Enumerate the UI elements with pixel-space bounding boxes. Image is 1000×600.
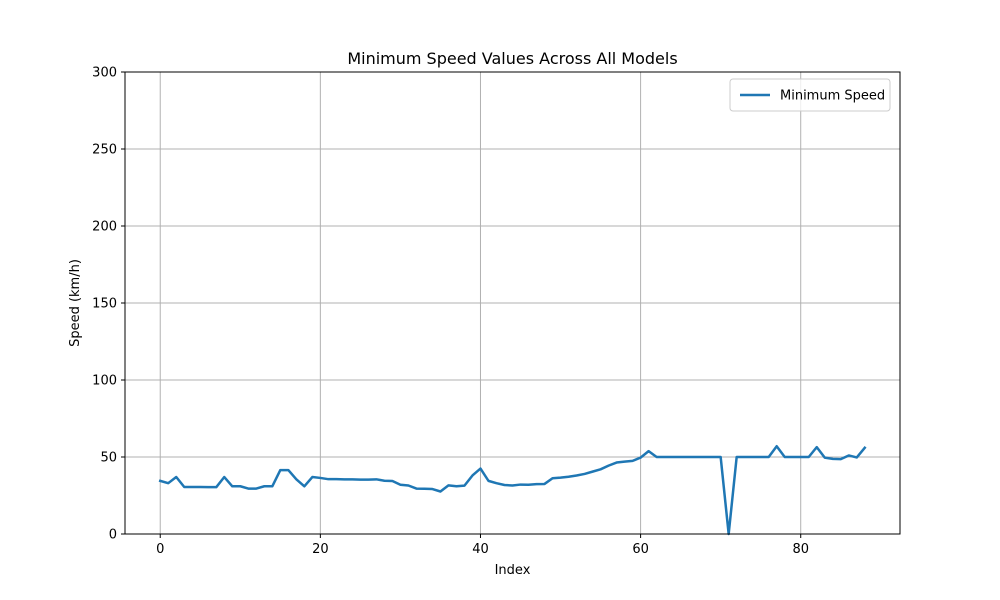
legend-label-minimum-speed: Minimum Speed xyxy=(780,89,885,104)
x-tick-label: 40 xyxy=(472,542,489,557)
series-line-minimum-speed xyxy=(158,444,867,536)
y-tick-label: 150 xyxy=(92,297,117,312)
y-tick-label: 200 xyxy=(92,220,117,235)
x-tick-label: 60 xyxy=(632,542,649,557)
x-axis-title: Index xyxy=(495,563,531,578)
x-tick-label: 20 xyxy=(312,542,329,557)
y-tick-label: 250 xyxy=(92,143,117,158)
x-tick-label: 0 xyxy=(156,542,164,557)
y-tick-label: 50 xyxy=(100,451,117,466)
grid-lines xyxy=(125,71,900,535)
chart-title: Minimum Speed Values Across All Models xyxy=(347,49,677,68)
y-tick-label: 300 xyxy=(92,66,117,81)
legend: Minimum Speed xyxy=(729,78,891,112)
axis-ticks: 0 20 40 60 80 0 50 100 150 200 250 300 xyxy=(92,66,809,558)
x-tick-label: 80 xyxy=(792,542,809,557)
y-tick-label: 100 xyxy=(92,374,117,389)
series-layer xyxy=(158,444,867,536)
legend-box xyxy=(729,78,891,112)
y-axis-title: Speed (km/h) xyxy=(68,259,83,347)
y-tick-label: 0 xyxy=(109,528,117,543)
